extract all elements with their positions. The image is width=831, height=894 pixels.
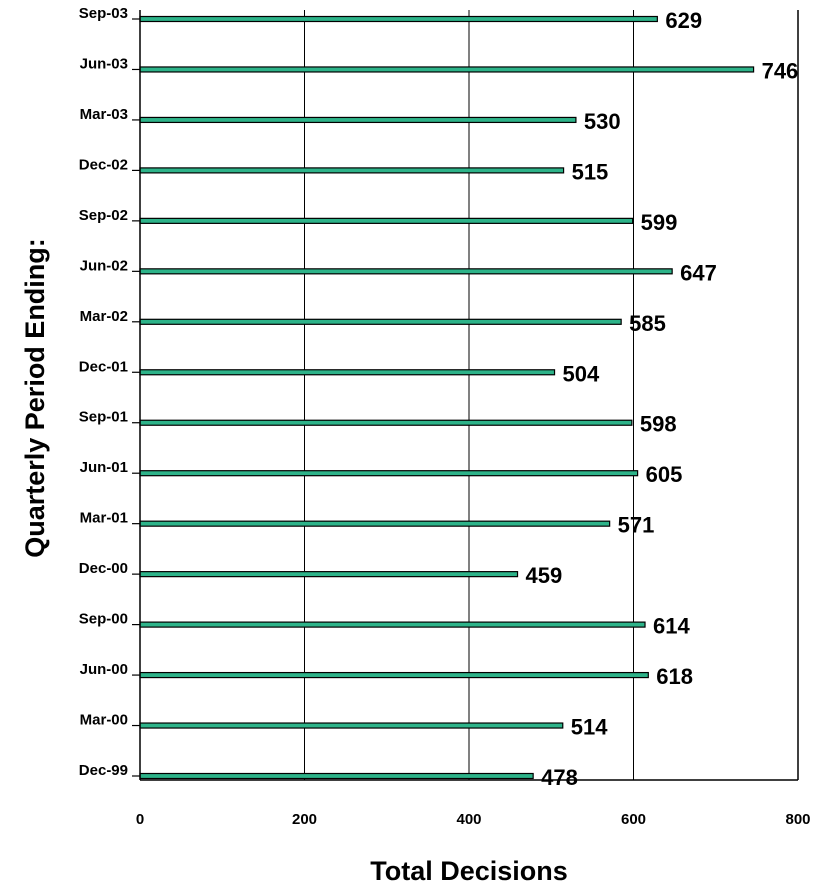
bar [139,520,611,527]
bar [139,571,519,578]
category-label: Mar-00 [80,712,128,729]
category-label: Jun-01 [80,459,128,476]
data-label: 515 [572,159,609,184]
bar [139,66,755,73]
bar [139,722,564,729]
data-label: 746 [762,58,799,83]
category-label: Mar-01 [80,510,128,527]
data-label: 599 [641,210,678,235]
data-label: 571 [618,513,655,538]
bar [139,15,658,23]
bar [139,671,649,679]
data-label: 647 [680,260,717,285]
data-label: 504 [563,361,600,386]
data-label: 530 [584,109,621,134]
x-tick-label: 600 [621,811,646,828]
bar [139,369,556,376]
category-label: Sep-02 [79,207,128,224]
bar [139,318,622,325]
data-label: 629 [665,8,702,33]
data-label: 514 [571,715,608,740]
data-label: 614 [653,614,690,639]
bar [139,268,673,275]
bars [132,15,755,780]
bar [139,116,577,124]
category-label: Sep-01 [79,409,128,426]
y-axis-title: Quarterly Period Ending: [20,238,50,558]
category-label: Jun-03 [80,55,128,72]
x-tick-label: 0 [136,811,144,828]
x-tick-label: 200 [292,811,317,828]
grid-lines [304,10,634,780]
category-label: Dec-99 [79,762,128,779]
category-label: Dec-00 [79,560,128,577]
category-label: Sep-00 [79,611,128,628]
x-tick-labels: 0 200 400 600 800 [136,811,811,828]
bar [139,772,534,780]
category-label: Dec-01 [79,358,128,375]
category-label: Jun-02 [80,257,128,274]
bar [139,470,639,477]
x-axis-title: Total Decisions [370,856,568,886]
bar [139,167,565,174]
bar [139,419,633,426]
data-label: 459 [526,563,563,588]
category-label: Dec-02 [79,156,128,173]
bar [139,217,634,224]
data-label: 478 [541,765,578,790]
category-label: Sep-03 [79,5,128,22]
category-label: Jun-00 [80,661,128,678]
category-label: Mar-03 [80,106,128,123]
category-labels: Dec-99 Mar-00 Jun-00 Sep-00 Dec-00 Mar-01 Jun-… [79,5,128,779]
data-label: 585 [629,311,666,336]
x-tick-label: 800 [785,811,810,828]
data-label: 598 [640,412,677,437]
bar [139,621,646,628]
data-label: 605 [646,462,683,487]
category-label: Mar-02 [80,308,128,325]
data-label: 618 [656,664,693,689]
x-tick-label: 400 [456,811,481,828]
